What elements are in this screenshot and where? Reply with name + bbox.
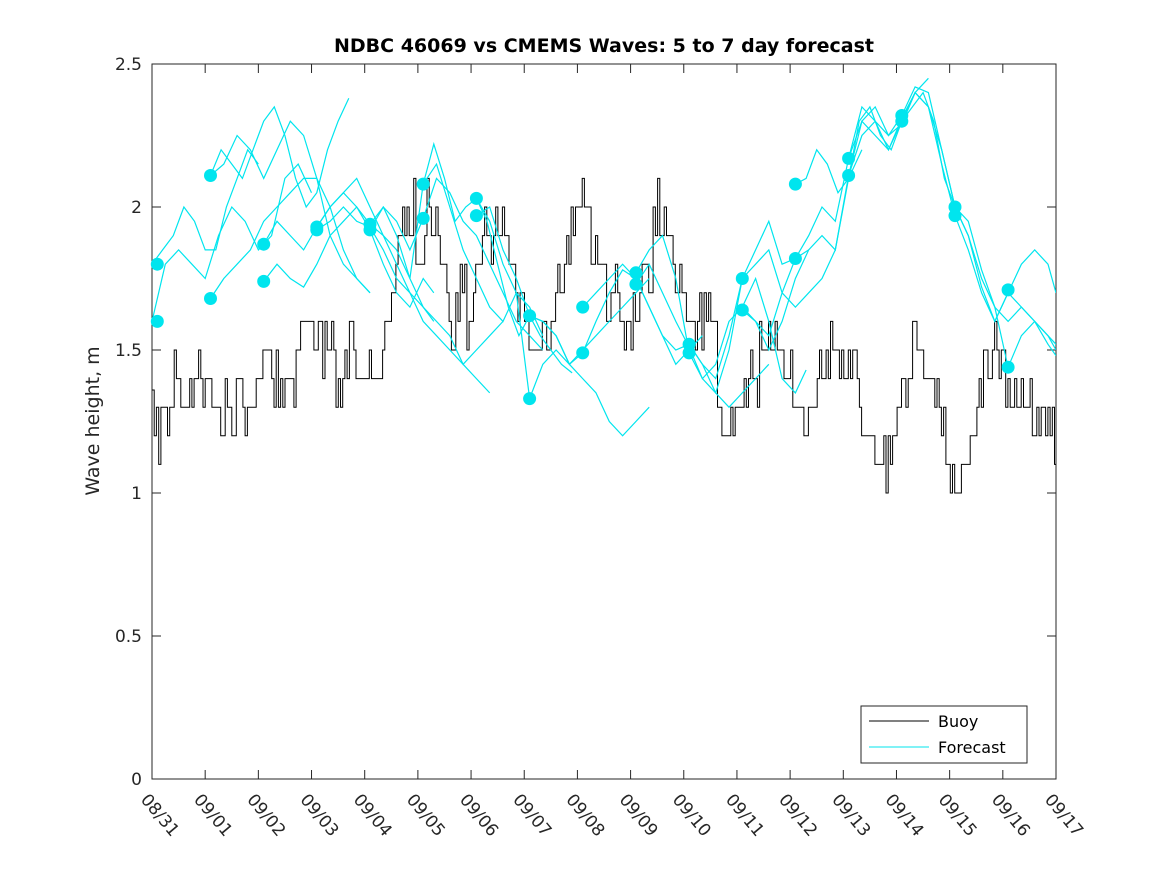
forecast-marker [416, 177, 430, 191]
forecast-series-line-15 [529, 269, 703, 366]
forecast-marker [204, 169, 217, 182]
forecast-marker [150, 314, 164, 328]
forecast-series-line-4 [210, 120, 371, 294]
y-tick-label: 2.5 [115, 55, 142, 75]
forecast-marker [682, 337, 696, 351]
forecast-series-line-18 [635, 219, 810, 395]
forecast-series-line-12 [422, 141, 573, 374]
plot-area: 00.511.522.508/31 09/01 09/02 09/03 09/04 09/… [115, 55, 1087, 841]
forecast-marker [788, 177, 802, 191]
forecast-marker [948, 200, 962, 214]
forecast-series-line-8 [316, 206, 491, 394]
forecast-series-line-17 [635, 234, 807, 394]
legend-box [860, 705, 1028, 764]
forecast-marker [416, 211, 430, 225]
chart-title: NDBC 46069 vs CMEMS Waves: 5 to 7 day fo… [334, 35, 874, 57]
forecast-marker [469, 191, 483, 205]
forecast-marker [842, 169, 856, 182]
buoy-series-line [152, 177, 1056, 494]
forecast-marker [150, 257, 164, 271]
forecast-marker [842, 151, 856, 165]
forecast-marker [310, 220, 324, 234]
forecast-series-line-2 [152, 148, 259, 265]
forecast-marker [204, 292, 217, 305]
forecast-series-line-20 [741, 92, 916, 337]
forecast-series-line-16 [582, 263, 770, 409]
y-tick-label: 0 [131, 770, 142, 790]
forecast-marker [469, 209, 483, 223]
forecast-marker [629, 266, 643, 280]
forecast-series-line-14 [475, 198, 650, 437]
forecast-marker [523, 309, 537, 323]
forecast-marker [363, 217, 377, 231]
forecast-series-line-11 [369, 162, 544, 336]
legend-label-buoy: Buoy [938, 712, 978, 731]
y-tick-label: 1.5 [115, 341, 142, 361]
y-tick-label: 1 [131, 484, 142, 504]
forecast-marker [1001, 360, 1015, 374]
forecast-marker [576, 346, 590, 360]
y-axis-label: Wave height, m [82, 346, 104, 495]
forecast-marker [735, 272, 749, 285]
forecast-marker [257, 237, 271, 251]
forecast-series-line-7 [263, 177, 435, 322]
legend: Buoy Forecast [860, 705, 1028, 764]
axes-box [151, 63, 1057, 780]
forecast-series-line-5 [209, 98, 350, 209]
forecast-marker [1001, 283, 1015, 297]
forecast-series-line-19 [688, 149, 863, 380]
y-tick-label: 0.5 [115, 627, 142, 647]
forecast-series-line-21 [741, 77, 929, 352]
forecast-marker [895, 109, 909, 122]
forecast-marker [576, 300, 590, 314]
legend-label-forecast: Forecast [938, 738, 1006, 757]
forecast-marker [629, 277, 643, 291]
forecast-series-line-10 [369, 177, 544, 351]
forecast-series-line-3 [210, 177, 371, 299]
forecast-marker [735, 303, 749, 317]
forecast-series-line-1 [152, 163, 313, 322]
forecast-marker [257, 274, 271, 288]
forecast-marker [788, 252, 802, 265]
y-tick-label: 2 [131, 198, 142, 218]
forecast-marker [523, 392, 537, 406]
